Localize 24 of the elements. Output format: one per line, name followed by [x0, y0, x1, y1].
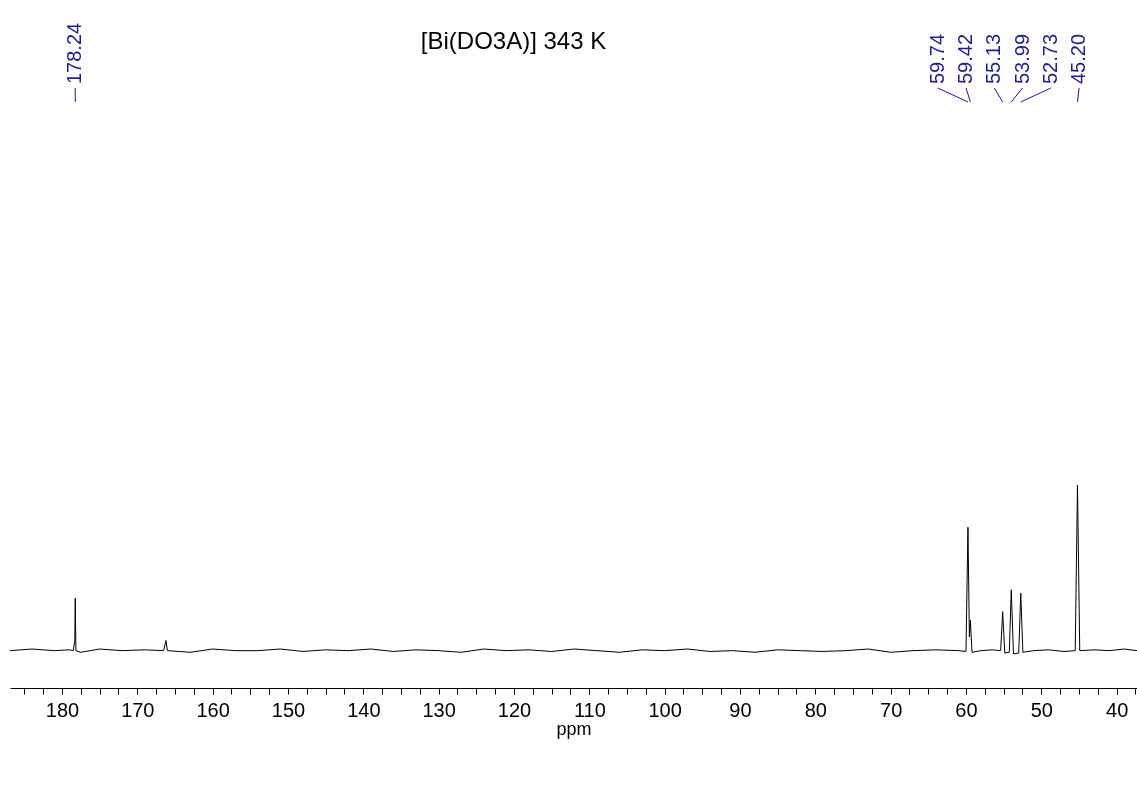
x-tick-label: 150 — [271, 698, 306, 721]
x-tick-label: 170 — [121, 698, 155, 721]
x-tick-label: 80 — [804, 698, 827, 721]
x-tick-label: 160 — [196, 698, 230, 721]
x-tick-label: 70 — [880, 698, 903, 721]
annotation: 45.20 — [1067, 33, 1090, 84]
annotation: 55.13 — [982, 33, 1005, 84]
x-tick-label: 120 — [497, 698, 532, 721]
x-tick-label: 110 — [573, 698, 606, 721]
annotation: 178.24 — [63, 22, 86, 84]
x-tick-label: 50 — [1030, 698, 1053, 721]
annotation: 53.99 — [1010, 33, 1033, 84]
x-axis-title: ppm — [556, 718, 592, 739]
annotation: 52.73 — [1038, 33, 1061, 84]
x-tick-label: 130 — [422, 698, 456, 721]
x-tick-label: 100 — [648, 698, 682, 721]
x-tick-label: 180 — [45, 698, 80, 721]
chart-title: [Bi(DO3A)] 343 K — [420, 27, 607, 54]
x-tick-label: 40 — [1106, 698, 1129, 721]
annotation: 59.42 — [954, 33, 977, 84]
x-tick-label: 90 — [729, 698, 752, 721]
x-tick-label: 140 — [347, 698, 381, 721]
annotation: 59.74 — [925, 33, 948, 84]
x-tick-label: 60 — [955, 698, 978, 721]
